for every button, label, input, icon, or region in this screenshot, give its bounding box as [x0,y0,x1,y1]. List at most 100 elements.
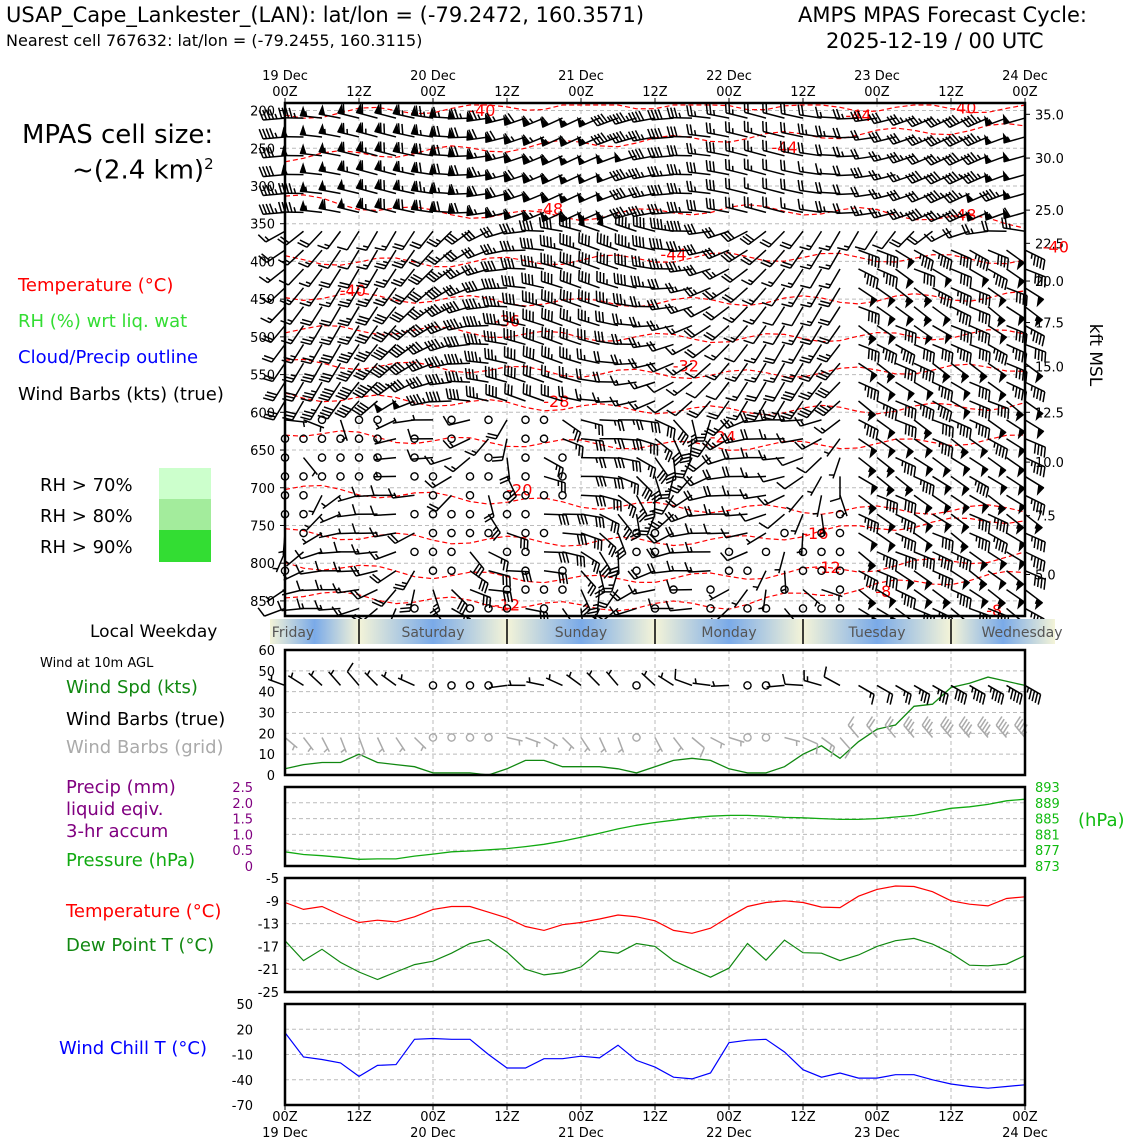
barb-full [522,153,531,163]
barb-full [432,106,437,118]
barb-full [565,235,568,246]
wind-barb [447,146,471,158]
barb-full [262,109,268,120]
wind-barb [258,203,286,216]
wind-barb [300,381,323,402]
barb-staff [289,306,305,325]
barb-full [408,327,418,336]
barb-full [484,583,489,594]
barb-full [415,358,423,368]
wind-barb [335,381,360,401]
barb-full [455,371,460,382]
barb-half [544,138,549,144]
barb-full [485,131,493,142]
calm-circle [447,547,456,557]
barb-full [351,408,362,416]
wind-barb [392,198,415,214]
barb-half [278,550,284,554]
barb-half [400,259,407,264]
wind-barb [407,287,434,303]
windchill-label: Wind Chill T (°C) [59,1038,207,1059]
barb-full [522,345,525,356]
barb-full [558,552,563,563]
calm-circle [447,434,456,444]
barb-full [369,388,379,396]
barb-full [494,368,497,380]
barb-full [357,281,369,286]
barb-half [492,210,496,216]
barb-staff [291,400,305,421]
barb-staff [522,300,545,308]
barb-half [374,438,379,444]
barb-staff [300,551,323,560]
wind-barb [392,141,415,157]
contour-label: -40 [950,99,976,118]
barb-full [545,218,549,229]
barb-half [492,172,496,178]
barb-full [472,298,478,309]
barb-full [379,198,382,209]
barb-staff [374,532,397,538]
barb-full [436,144,441,156]
barb-pennant [503,171,512,183]
barb-half [309,336,315,340]
barb-pennant [299,124,307,136]
barb-full [262,377,273,383]
contour-label: -12 [815,558,841,577]
barb-full [356,354,367,360]
barb-staff [487,495,495,517]
barb-full [505,293,509,304]
barb-full [540,172,549,182]
barb-staff [543,475,566,484]
wind-barb [407,268,434,286]
barb-full [262,185,268,196]
barb-full [418,105,422,117]
calm-circle [299,490,308,500]
wind-barb [442,438,471,449]
barb-full [427,272,437,281]
barb-pennant [447,165,455,176]
barb-full [396,344,406,352]
barb-full [520,254,524,266]
barb-full [530,256,534,268]
barb-half [325,301,332,305]
barb-full [428,255,438,263]
barb-pennant [503,114,512,126]
barb-staff [485,375,508,383]
wind-barb [354,453,364,462]
barb-staff [485,322,508,327]
wind-barb [336,362,360,382]
barb-staff [578,241,600,251]
barb-staff [374,437,397,445]
barb-pennant [410,142,418,154]
calm-circle [410,604,419,613]
barb-full [407,428,412,440]
wind-barb [410,123,434,138]
barb-full [265,109,271,120]
barb-half [375,423,380,429]
barb-full [339,407,350,413]
barb-staff [543,569,566,575]
barb-full [568,217,571,229]
barb-staff [308,268,323,288]
barb-full [522,237,527,249]
barb-full [300,416,311,421]
barb-full [532,330,535,341]
barb-full [339,337,350,343]
barb-full [415,143,419,154]
wind-barb [521,290,545,308]
calm-circle [428,547,438,557]
barb-full [433,286,443,295]
barb-full [354,339,365,345]
wind-barb [280,472,290,481]
barb-half [375,471,379,477]
barb-half [496,282,500,289]
barb-staff [466,395,489,402]
barb-staff [401,249,416,269]
wind-barb [543,456,564,479]
barb-staff [401,230,416,251]
calm-circle [484,472,493,481]
barb-full [320,393,331,399]
barb-full [371,336,382,343]
